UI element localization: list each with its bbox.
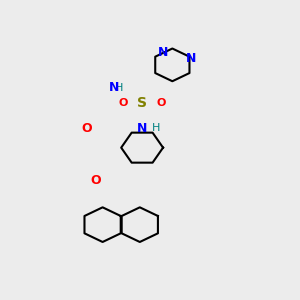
Text: H: H	[115, 83, 123, 93]
Text: O: O	[90, 174, 101, 187]
Text: O: O	[81, 122, 92, 135]
Text: N: N	[186, 52, 196, 64]
Text: N: N	[109, 82, 119, 94]
Text: N: N	[137, 122, 147, 135]
Text: S: S	[137, 96, 147, 110]
Text: H: H	[152, 123, 160, 134]
Text: O: O	[119, 98, 128, 108]
Text: N: N	[158, 46, 168, 59]
Text: O: O	[156, 98, 165, 108]
